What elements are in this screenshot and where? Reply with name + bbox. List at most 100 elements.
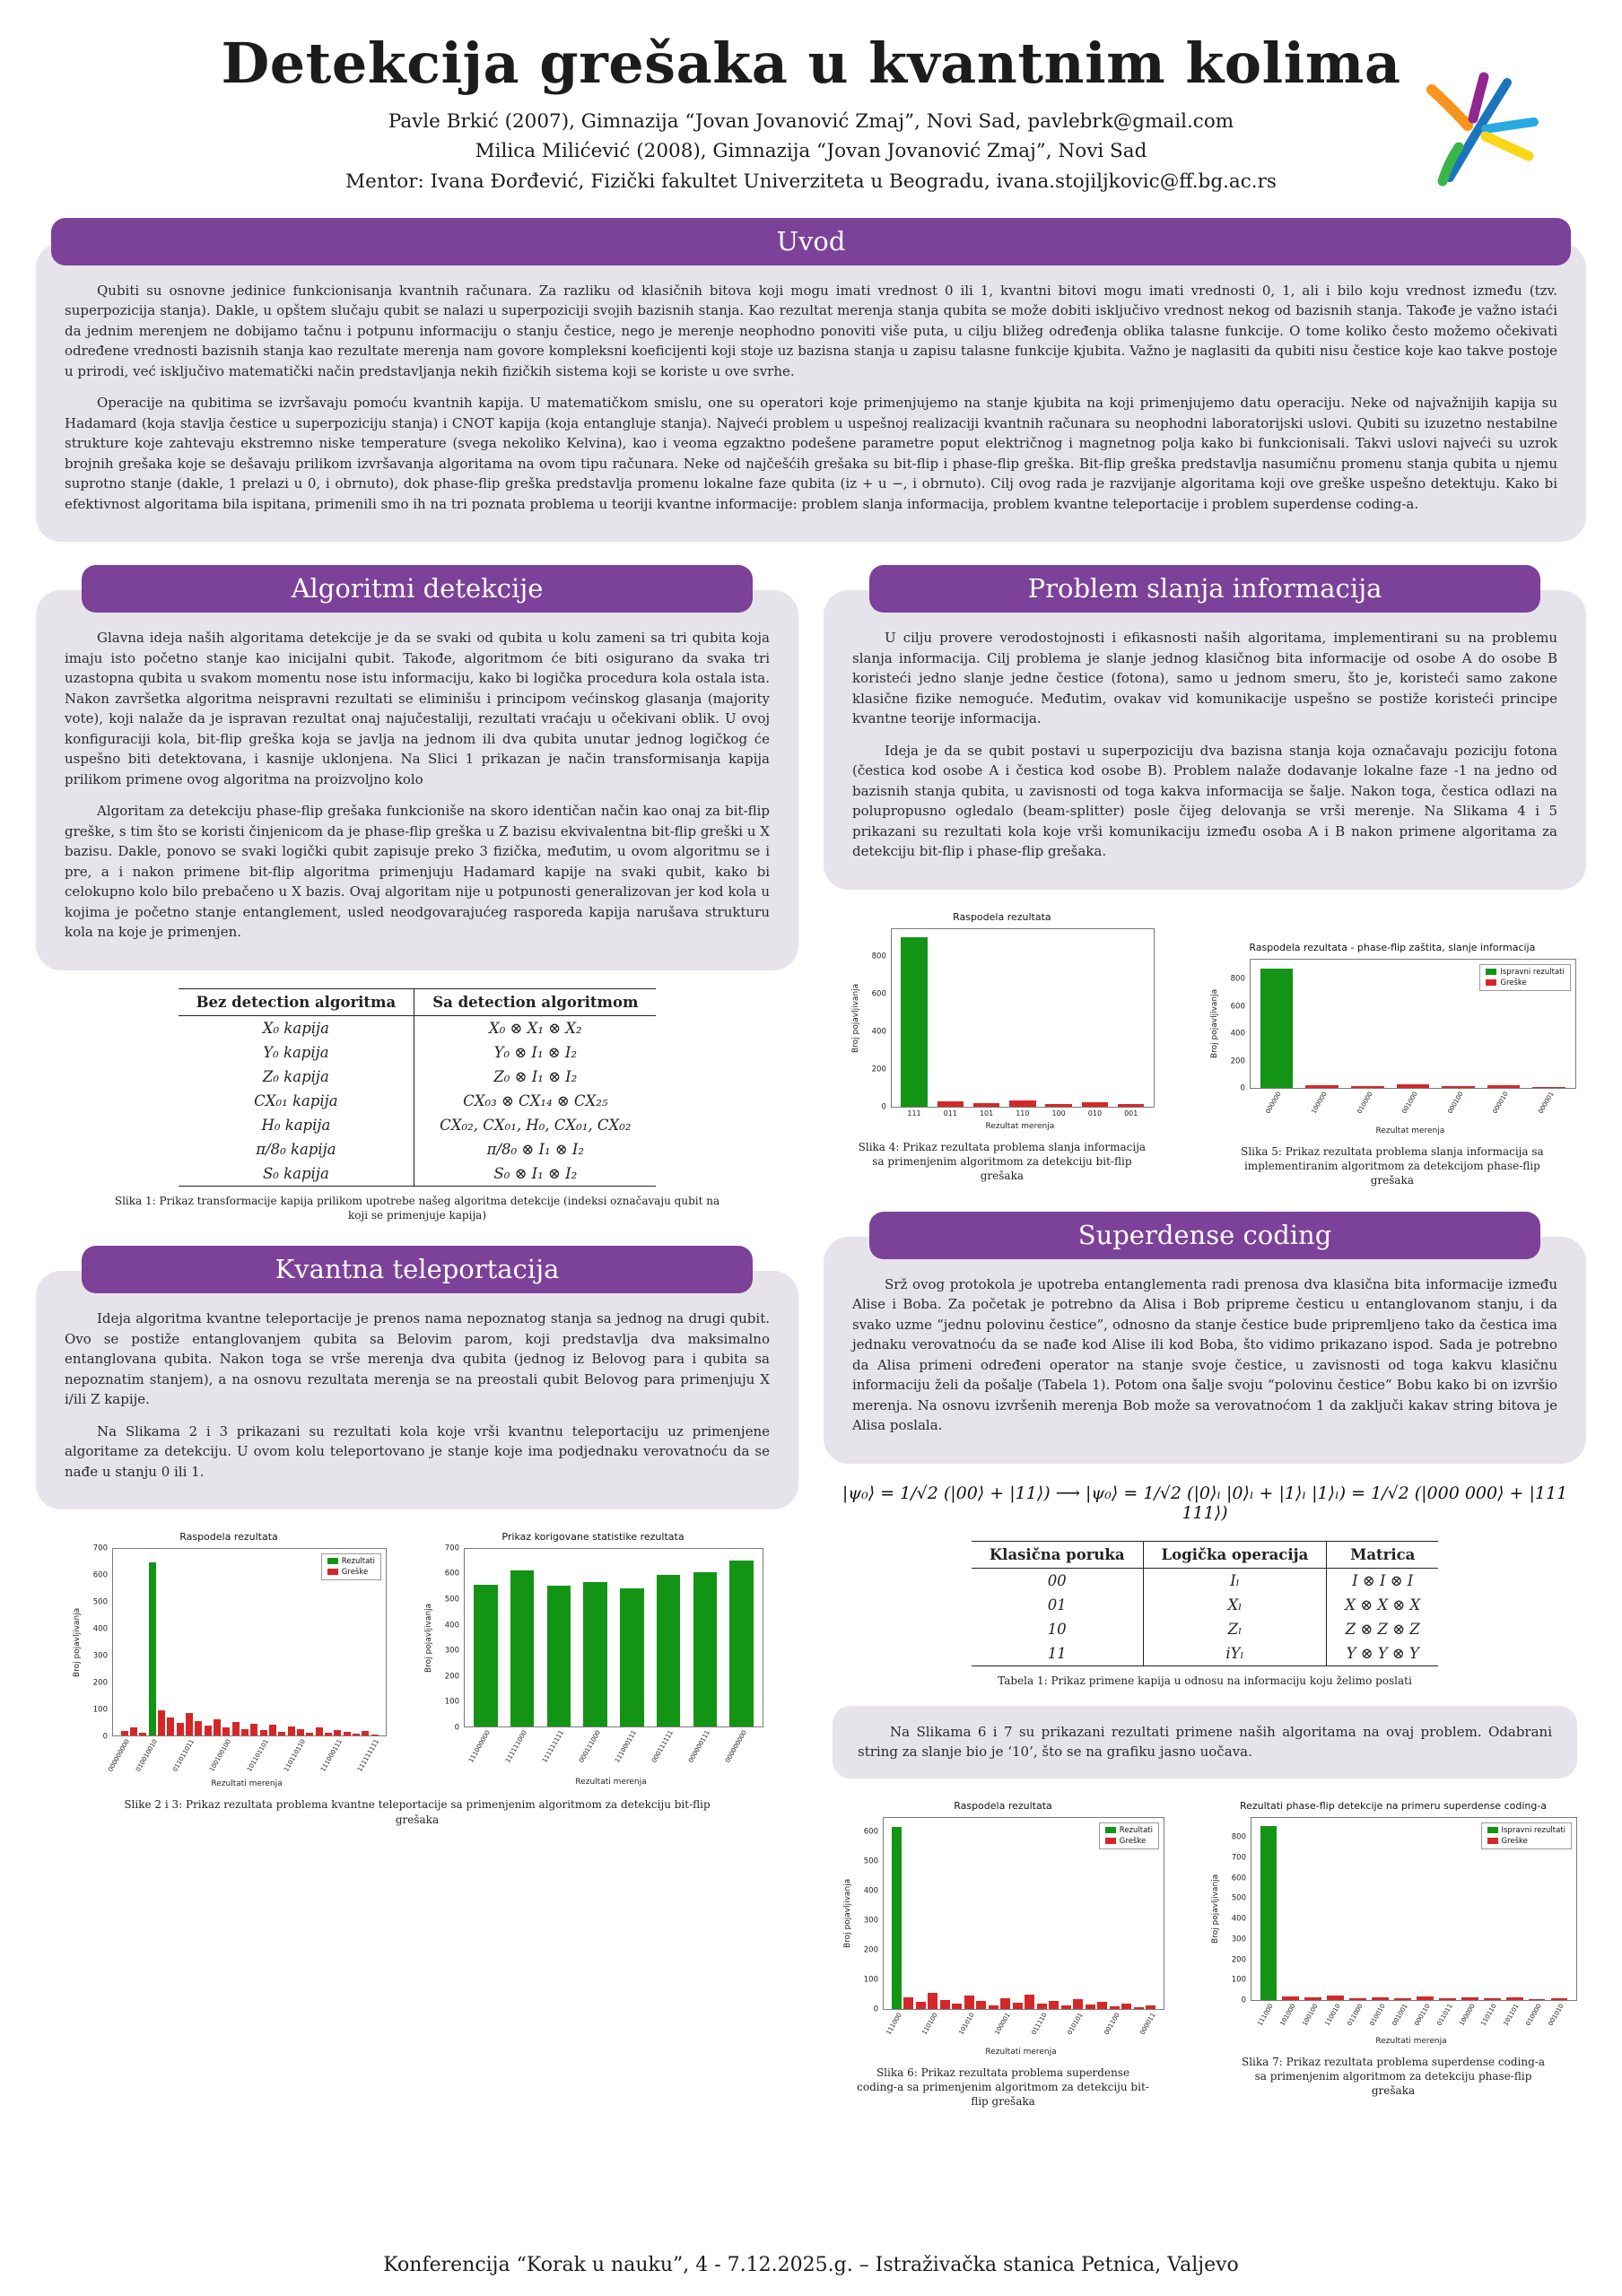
slanje-paragraph-1: U cilju provere verodostojnosti i efikas…: [852, 630, 1557, 727]
chart-bar: [988, 1818, 999, 2009]
chart-x-tick-label: 101101101: [245, 1738, 270, 1774]
chart-bar: 011110: [1030, 1818, 1048, 2036]
star-burst-icon: [1426, 72, 1539, 187]
chart-x-tick-label: 000100: [1446, 1090, 1465, 1116]
chart-bar: 000000: [1258, 960, 1296, 1115]
chart-bar: 111111111: [356, 1549, 380, 1773]
chart-x-tick-label: 111000000: [467, 1729, 493, 1765]
chart-bar: [268, 1549, 276, 1736]
superdense-note-box: Na Slikama 6 i 7 su prikazani rezultati …: [833, 1705, 1577, 1779]
slanje-box: U cilju provere verodostojnosti i efikas…: [824, 590, 1586, 890]
chart-title: Raspodela rezultata: [954, 1799, 1052, 1812]
chart-x-tick-label: 100000: [1457, 2002, 1477, 2027]
chart-x-tick-label: 000001: [1537, 1090, 1556, 1116]
chart-x-tick-label: 000010: [1491, 1090, 1510, 1116]
figure-slika-4: Raspodela rezultata Broj pojavljivanja 0 20…: [824, 903, 1181, 1184]
chart-plot-area: Rezultati Greške 000000000 010010010 0110110…: [107, 1548, 387, 1773]
teleportacija-paragraph-2: Na Slikama 2 i 3 prikazani su rezultati …: [65, 1422, 770, 1480]
section-heading-uvod: Uvod: [51, 217, 1571, 265]
chart-bar: 110: [1007, 929, 1038, 1118]
chart-bar: 000111000: [578, 1549, 609, 1764]
table-cell: Y ⊗ Y ⊗ Y: [1326, 1640, 1439, 1665]
algoritmi-box: Glavna ideja naših algoritama detekcije …: [36, 590, 798, 970]
table-header-row: Klasična poruka Logička operacija Matrica: [971, 1541, 1439, 1569]
chart-bar: 000001: [1530, 960, 1568, 1115]
table-row: 00 Iₗ I ⊗ I ⊗ I: [972, 1568, 1439, 1593]
table-row: Y₀ kapija Y₀ ⊗ I₁ ⊗ I₂: [179, 1039, 657, 1065]
caption-slika-5: Slika 5: Prikaz rezultata problema slanj…: [1241, 1144, 1544, 1187]
table-row: π/8₀ kapija π/8₀ ⊗ I₁ ⊗ I₂: [179, 1136, 657, 1161]
chart-bar: 010010: [1368, 1818, 1391, 2027]
table-cell: Z ⊗ Z ⊗ Z: [1326, 1616, 1439, 1641]
chart-teleport-corrected: Prikaz korigovane statistike rezultata Br…: [414, 1524, 772, 1789]
chart-y-axis-label: Broj pojavljivanja: [424, 1603, 433, 1673]
chart-bar: [939, 1818, 951, 2009]
chart-x-tick-label: 011011011: [170, 1738, 196, 1774]
chart-bar: 110110: [1480, 1818, 1502, 2027]
chart-bar: 110010: [1323, 1818, 1346, 2027]
chart-bar: 101010: [957, 1818, 975, 2036]
chart-bar: [1097, 1818, 1109, 2009]
chart-x-axis-label: Rezultati merenja: [985, 2047, 1057, 2057]
table-header-cell: Klasična poruka: [971, 1541, 1144, 1569]
table-row: X₀ kapija X₀ ⊗ X₁ ⊗ X₂: [179, 1015, 657, 1040]
chart-plot-area: Ispravni rezultati Greške 000000 100000 0100…: [1249, 958, 1576, 1115]
chart-bar: 110110110: [283, 1549, 307, 1773]
chart-legend: Ispravni rezultati Greške: [1479, 963, 1571, 991]
poster-footer: Konferencija “Korak u nauku”, 4 - 7.12.2…: [0, 2254, 1622, 2276]
chart-x-tick-label: 110100: [920, 2011, 939, 2036]
section-heading-teleportacija: Kvantna teleportacija: [82, 1246, 753, 1294]
section-heading-algoritmi: Algoritmi detekcije: [82, 565, 753, 613]
algoritmi-paragraph-2: Algoritam za detekciju phase-flip grešak…: [65, 803, 770, 941]
figure-slika-1: Bez detection algoritma Sa detection algo…: [36, 987, 798, 1222]
two-column-area: Algoritmi detekcije Glavna ideja naših a…: [36, 565, 1586, 2109]
chart-x-tick-label: 010010010: [134, 1738, 159, 1774]
chart-x-tick-label: 110: [1016, 1109, 1030, 1118]
chart-x-axis-label: Rezultati merenja: [211, 1779, 283, 1789]
chart-bar: 000000000: [107, 1549, 131, 1773]
chart-superdense-bitflip: Raspodela rezultata Broj pojavljivanja 0 10…: [833, 1792, 1173, 2058]
chart-bar: 111000000: [467, 1549, 500, 1764]
chart-bar: 000110: [1413, 1818, 1435, 2027]
chart-legend: Rezultati Greške: [320, 1553, 381, 1581]
table-row: S₀ kapija S₀ ⊗ I₁ ⊗ I₂: [179, 1161, 657, 1187]
chart-x-tick-label: 000110: [1413, 2002, 1432, 2027]
slanje-charts: Raspodela rezultata Broj pojavljivanja 0 20…: [824, 903, 1586, 1188]
figure-tabela-1: Klasična poruka Logička operacija Matrica …: [824, 1540, 1586, 1688]
chart-x-tick-label: 011011: [1435, 2002, 1454, 2027]
table-row: 10 Zₗ Z ⊗ Z ⊗ Z: [972, 1616, 1439, 1641]
chart-bar: [195, 1549, 203, 1736]
caption-tabela-1: Tabela 1: Prikaz primene kapija u odnosu…: [998, 1674, 1412, 1687]
uvod-paragraph-1: Qubiti su osnovne jedinice funkcionisanj…: [65, 282, 1557, 379]
chart-x-tick-label: 111000: [884, 2011, 903, 2036]
chart-bar: 000000000: [724, 1549, 755, 1764]
superdense-encoding-table: Klasična poruka Logička operacija Matrica …: [971, 1540, 1439, 1666]
chart-x-axis-label: Rezultat merenja: [985, 1121, 1055, 1131]
chart-y-axis-label: Broj pojavljivanja: [850, 983, 860, 1053]
chart-x-tick-label: 100: [1051, 1109, 1066, 1118]
algoritmi-paragraph-1: Glavna ideja naših algoritama detekcije …: [65, 630, 770, 787]
chart-bar: 001000: [1394, 960, 1433, 1115]
chart-y-axis: 0 100 200 300 400 500 600 700: [92, 1544, 108, 1742]
table-cell: CX₀₂, CX₀₁, H₀, CX₀₁, CX₀₂: [414, 1112, 657, 1137]
uvod-paragraph-2: Operacije na qubitima se izvršavaju pomo…: [65, 395, 1557, 512]
table-header-row: Bez detection algoritma Sa detection algo…: [178, 988, 657, 1016]
chart-x-tick-label: 110110110: [282, 1738, 307, 1774]
chart-bar: 100: [1043, 929, 1074, 1118]
chart-title: Raspodela rezultata: [179, 1531, 278, 1544]
petnica-star-logo: [1401, 66, 1545, 201]
chart-bar: 010: [1079, 929, 1110, 1118]
chart-x-tick-label: 111: [907, 1109, 921, 1118]
chart-bar: [362, 1549, 370, 1736]
chart-teleport-raw: Raspodela rezultata Broj pojavljivanja 0 10…: [62, 1524, 396, 1791]
section-slanje: Problem slanja informacija U cilju prove…: [824, 565, 1586, 890]
chart-bar: [204, 1549, 212, 1736]
table-cell: Z₀ ⊗ I₁ ⊗ I₂: [414, 1064, 657, 1089]
chart-bar: [915, 1818, 927, 2009]
table-cell: 10: [1047, 1620, 1067, 1638]
chart-title: Raspodela rezultata - phase-flip zaštita…: [1249, 941, 1536, 953]
chart-x-tick-label: 101000: [1278, 2002, 1297, 2027]
chart-x-tick-label: 110110: [1479, 2002, 1499, 2027]
table-cell: Z₀ kapija: [262, 1067, 329, 1085]
